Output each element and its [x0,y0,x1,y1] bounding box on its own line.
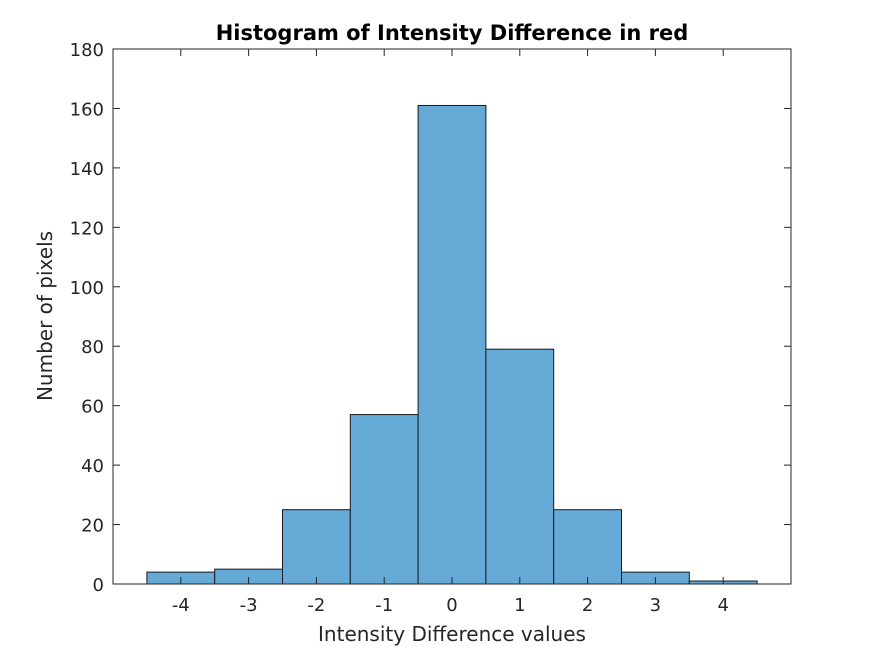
y-tick-label: 0 [93,575,104,596]
chart-title: Histogram of Intensity Difference in red [216,21,689,45]
y-axis-label: Number of pixels [33,231,57,401]
y-tick-label: 100 [70,278,104,299]
y-tick-label: 120 [70,218,104,239]
x-tick-label: -4 [172,595,190,616]
x-tick-label: 4 [717,595,728,616]
x-tick-label: -1 [375,595,393,616]
y-tick-label: 140 [70,159,104,180]
x-tick-label: 3 [650,595,661,616]
y-tick-label: 160 [70,99,104,120]
x-tick-label: 1 [514,595,525,616]
histogram-bar [282,509,351,585]
y-tick-label: 80 [81,337,104,358]
y-tick-label: 40 [81,456,104,477]
bars-layer [146,104,758,585]
histogram-bar [485,348,555,585]
y-tick-label: 180 [70,40,104,61]
y-tick-label: 60 [81,397,104,418]
y-tick-label: 20 [81,516,104,537]
x-tick-label: -2 [307,595,325,616]
x-tick-label: -3 [240,595,258,616]
histogram-bar [349,414,419,585]
x-axis-label: Intensity Difference values [318,622,586,646]
histogram-bar [417,104,487,585]
histogram-bar [553,509,623,585]
x-tick-label: 2 [582,595,593,616]
x-tick-label: 0 [446,595,457,616]
